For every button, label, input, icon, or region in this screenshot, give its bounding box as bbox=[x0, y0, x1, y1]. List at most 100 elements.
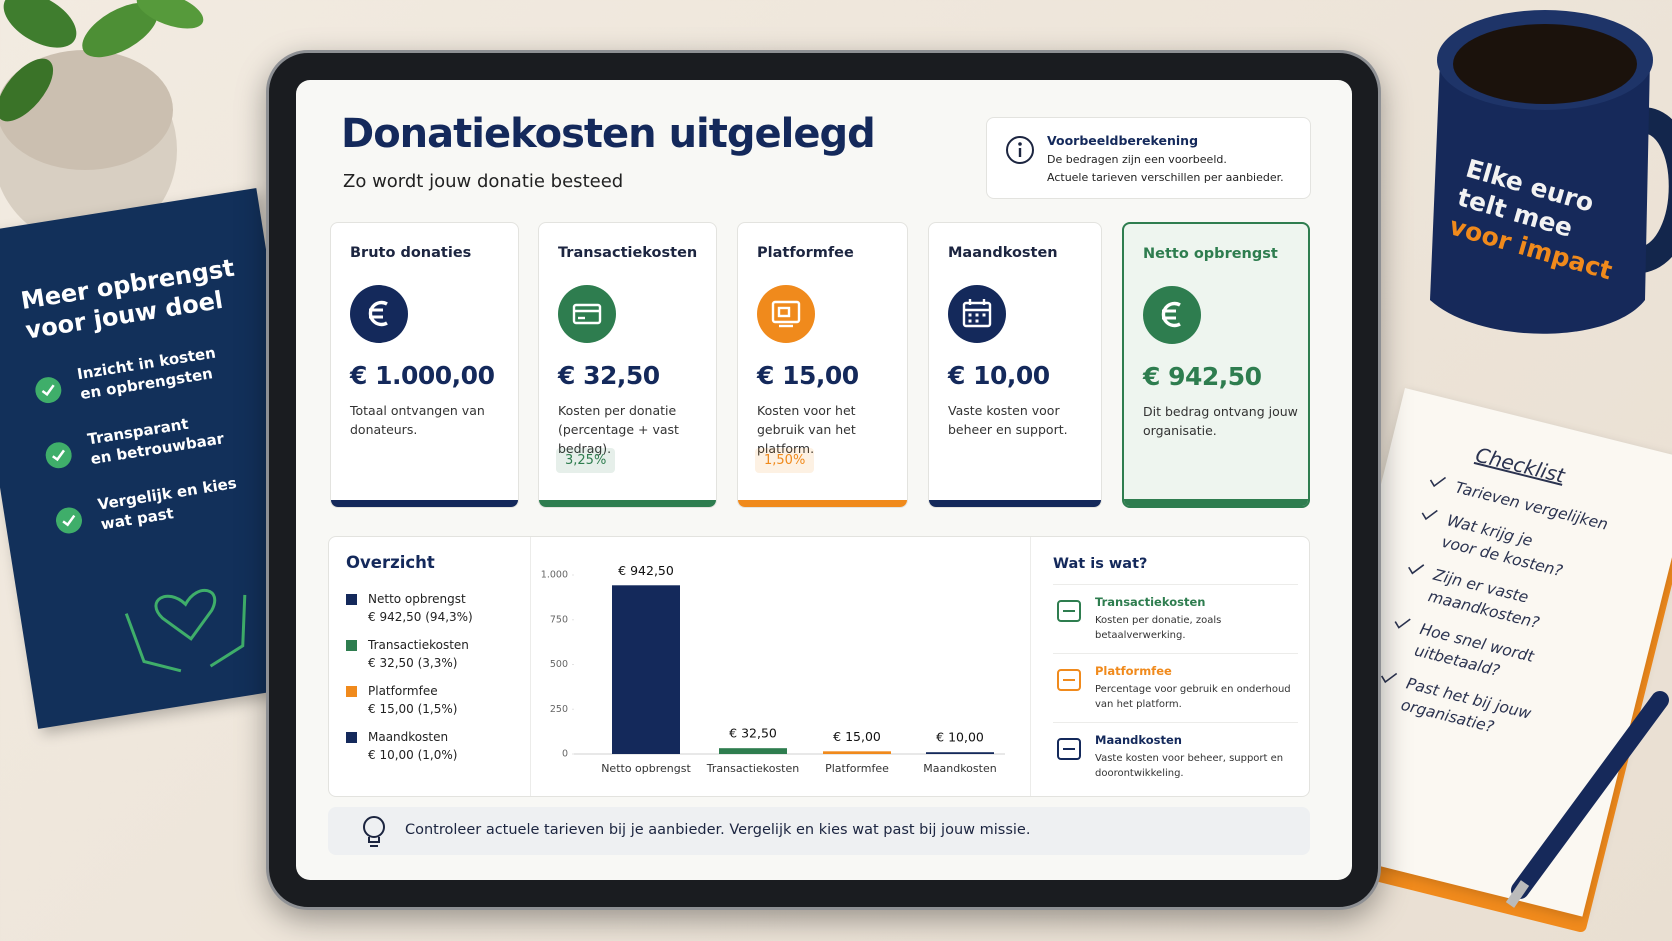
booklet: Meer opbrengst voor jouw doel Inzicht in k… bbox=[0, 188, 335, 729]
card-bottom-bar bbox=[1124, 499, 1308, 506]
glossary: Wat is wat? Transactiekosten Kosten per d… bbox=[1053, 556, 1298, 791]
icon-part bbox=[975, 313, 979, 317]
plant bbox=[0, 0, 204, 245]
card-amount: € 10,00 bbox=[948, 361, 1050, 390]
icon-part bbox=[1380, 672, 1398, 684]
legend-swatch bbox=[346, 640, 357, 651]
bar bbox=[612, 585, 680, 754]
icon-part bbox=[55, 507, 82, 534]
icon-part bbox=[962, 301, 992, 328]
bar bbox=[926, 752, 994, 754]
card-description: Dit bedrag ontvang jouw organisatie. bbox=[1143, 404, 1298, 438]
booklet-item: Vergelijk en kies wat past bbox=[53, 464, 296, 541]
icon-part bbox=[1057, 600, 1081, 622]
card-badge: 3,25% bbox=[556, 448, 616, 473]
card-amount: € 1.000,00 bbox=[350, 361, 495, 390]
legend-name: Netto opbrengst bbox=[368, 592, 466, 606]
subtitle: Zo wordt jouw donatie besteed bbox=[343, 171, 624, 192]
card-icon bbox=[558, 285, 616, 343]
bar-value-label: € 942,50 bbox=[618, 563, 674, 578]
bulb-icon bbox=[363, 816, 385, 847]
checklist-item: Past het bij jouw organisatie? bbox=[1371, 666, 1624, 769]
footer-bar: Controleer actuele tarieven bij je aanbi… bbox=[328, 807, 1310, 855]
icon-part bbox=[968, 313, 972, 317]
legend-value: € 10,00 (1,0%) bbox=[368, 748, 458, 762]
notebook-page: Checklist Tarieven vergelijken Wat krijg j… bbox=[1291, 388, 1672, 917]
card: Maandkosten € 10,00 Vaste kosten voor behe… bbox=[928, 222, 1102, 508]
card-icon bbox=[350, 285, 408, 343]
booklet-item: Transparant en betrouwbaar bbox=[43, 399, 286, 476]
x-tick-label: Transactiekosten bbox=[706, 762, 800, 775]
icon-part bbox=[52, 449, 65, 462]
legend-item: Platformfee € 15,00 (1,5%) bbox=[346, 682, 526, 728]
info-title: Voorbeeldberekening bbox=[1047, 133, 1199, 148]
icon-part bbox=[45, 442, 72, 469]
glossary-item: Maandkosten Vaste kosten voor beheer, sup… bbox=[1053, 722, 1298, 791]
icon-part bbox=[968, 319, 972, 323]
card-description: Kosten voor het gebruik van het platform… bbox=[757, 403, 856, 456]
icon-part bbox=[35, 377, 62, 404]
legend-name: Transactiekosten bbox=[368, 638, 469, 652]
check-icon bbox=[45, 442, 72, 469]
icon-part bbox=[777, 306, 791, 318]
legend-value: € 32,50 (3,3%) bbox=[368, 656, 458, 670]
legend-name: Platformfee bbox=[368, 684, 438, 698]
icon-part bbox=[1421, 509, 1438, 521]
card-icon bbox=[948, 285, 1006, 343]
card-bottom-bar bbox=[331, 500, 518, 507]
legend-swatch bbox=[346, 732, 357, 743]
info-line: De bedragen zijn een voorbeeld. bbox=[1047, 153, 1227, 166]
overview-title: Overzicht bbox=[346, 553, 435, 572]
card-description: Totaal ontvangen van donateurs. bbox=[350, 403, 485, 437]
bar-value-label: € 32,50 bbox=[729, 726, 777, 741]
card: Bruto donaties € 1.000,00 Totaal ontvangen… bbox=[330, 222, 519, 508]
legend-item: Netto opbrengst € 942,50 (94,3%) bbox=[346, 590, 526, 636]
check-icon bbox=[35, 377, 62, 404]
mug bbox=[1430, 10, 1672, 334]
card-icon bbox=[1143, 286, 1201, 344]
booklet-item: Inzicht in kosten en opbrengsten bbox=[32, 334, 275, 411]
card-amount: € 15,00 bbox=[757, 361, 859, 390]
check-mark bbox=[1394, 618, 1411, 629]
glossary-item-title: Platformfee bbox=[1095, 664, 1172, 678]
title: Donatiekosten uitgelegd bbox=[341, 111, 876, 157]
card-title: Bruto donaties bbox=[350, 245, 472, 261]
glossary-item-text: Vaste kosten voor beheer, support en doo… bbox=[1095, 753, 1284, 779]
card-bottom-bar bbox=[539, 500, 716, 507]
glossary-item-text: Percentage voor gebruik en onderhoud van… bbox=[1095, 684, 1291, 710]
bar-value-label: € 10,00 bbox=[936, 730, 984, 745]
legend-item: Maandkosten € 10,00 (1,0%) bbox=[346, 728, 526, 774]
card-title: Maandkosten bbox=[948, 245, 1058, 261]
overview: Overzicht Netto opbrengst € 942,50 (94,3%… bbox=[346, 553, 526, 774]
icon-part bbox=[982, 313, 986, 317]
icon-part bbox=[368, 300, 388, 327]
bar-value-label: € 15,00 bbox=[833, 729, 881, 744]
card-icon bbox=[757, 285, 815, 343]
card-title: Transactiekosten bbox=[558, 245, 698, 261]
info-line: Actuele tarieven verschillen per aanbied… bbox=[1047, 171, 1284, 184]
x-tick-label: Maandkosten bbox=[923, 762, 996, 775]
y-tick-label: 0 bbox=[562, 749, 568, 760]
check-icon bbox=[55, 507, 82, 534]
footer-text: Controleer actuele tarieven bij je aanbi… bbox=[405, 822, 1031, 838]
icon-circle bbox=[1143, 286, 1201, 344]
card-description: Vaste kosten voor beheer en support. bbox=[948, 403, 1068, 437]
x-tick-label: Netto opbrengst bbox=[601, 762, 691, 775]
icon-part bbox=[572, 303, 602, 325]
icon-part bbox=[1057, 738, 1081, 760]
x-tick-label: Platformfee bbox=[825, 762, 889, 775]
card: Platformfee € 15,00 Kosten voor het gebrui… bbox=[737, 222, 908, 508]
checklist-item: Hoe snel wordt uitbetaald? bbox=[1385, 611, 1638, 714]
bar bbox=[719, 748, 787, 754]
info-box: Voorbeeldberekening De bedragen zijn een… bbox=[986, 117, 1311, 199]
card-badge: 1,50% bbox=[755, 448, 815, 473]
card-description: Kosten per donatie (percentage + vast be… bbox=[558, 403, 679, 456]
check-mark bbox=[1380, 672, 1398, 684]
icon-part bbox=[1161, 301, 1181, 328]
legend-name: Maandkosten bbox=[368, 730, 449, 744]
icon-circle bbox=[558, 285, 616, 343]
icon-circle bbox=[350, 285, 408, 343]
icon-part bbox=[41, 384, 55, 397]
